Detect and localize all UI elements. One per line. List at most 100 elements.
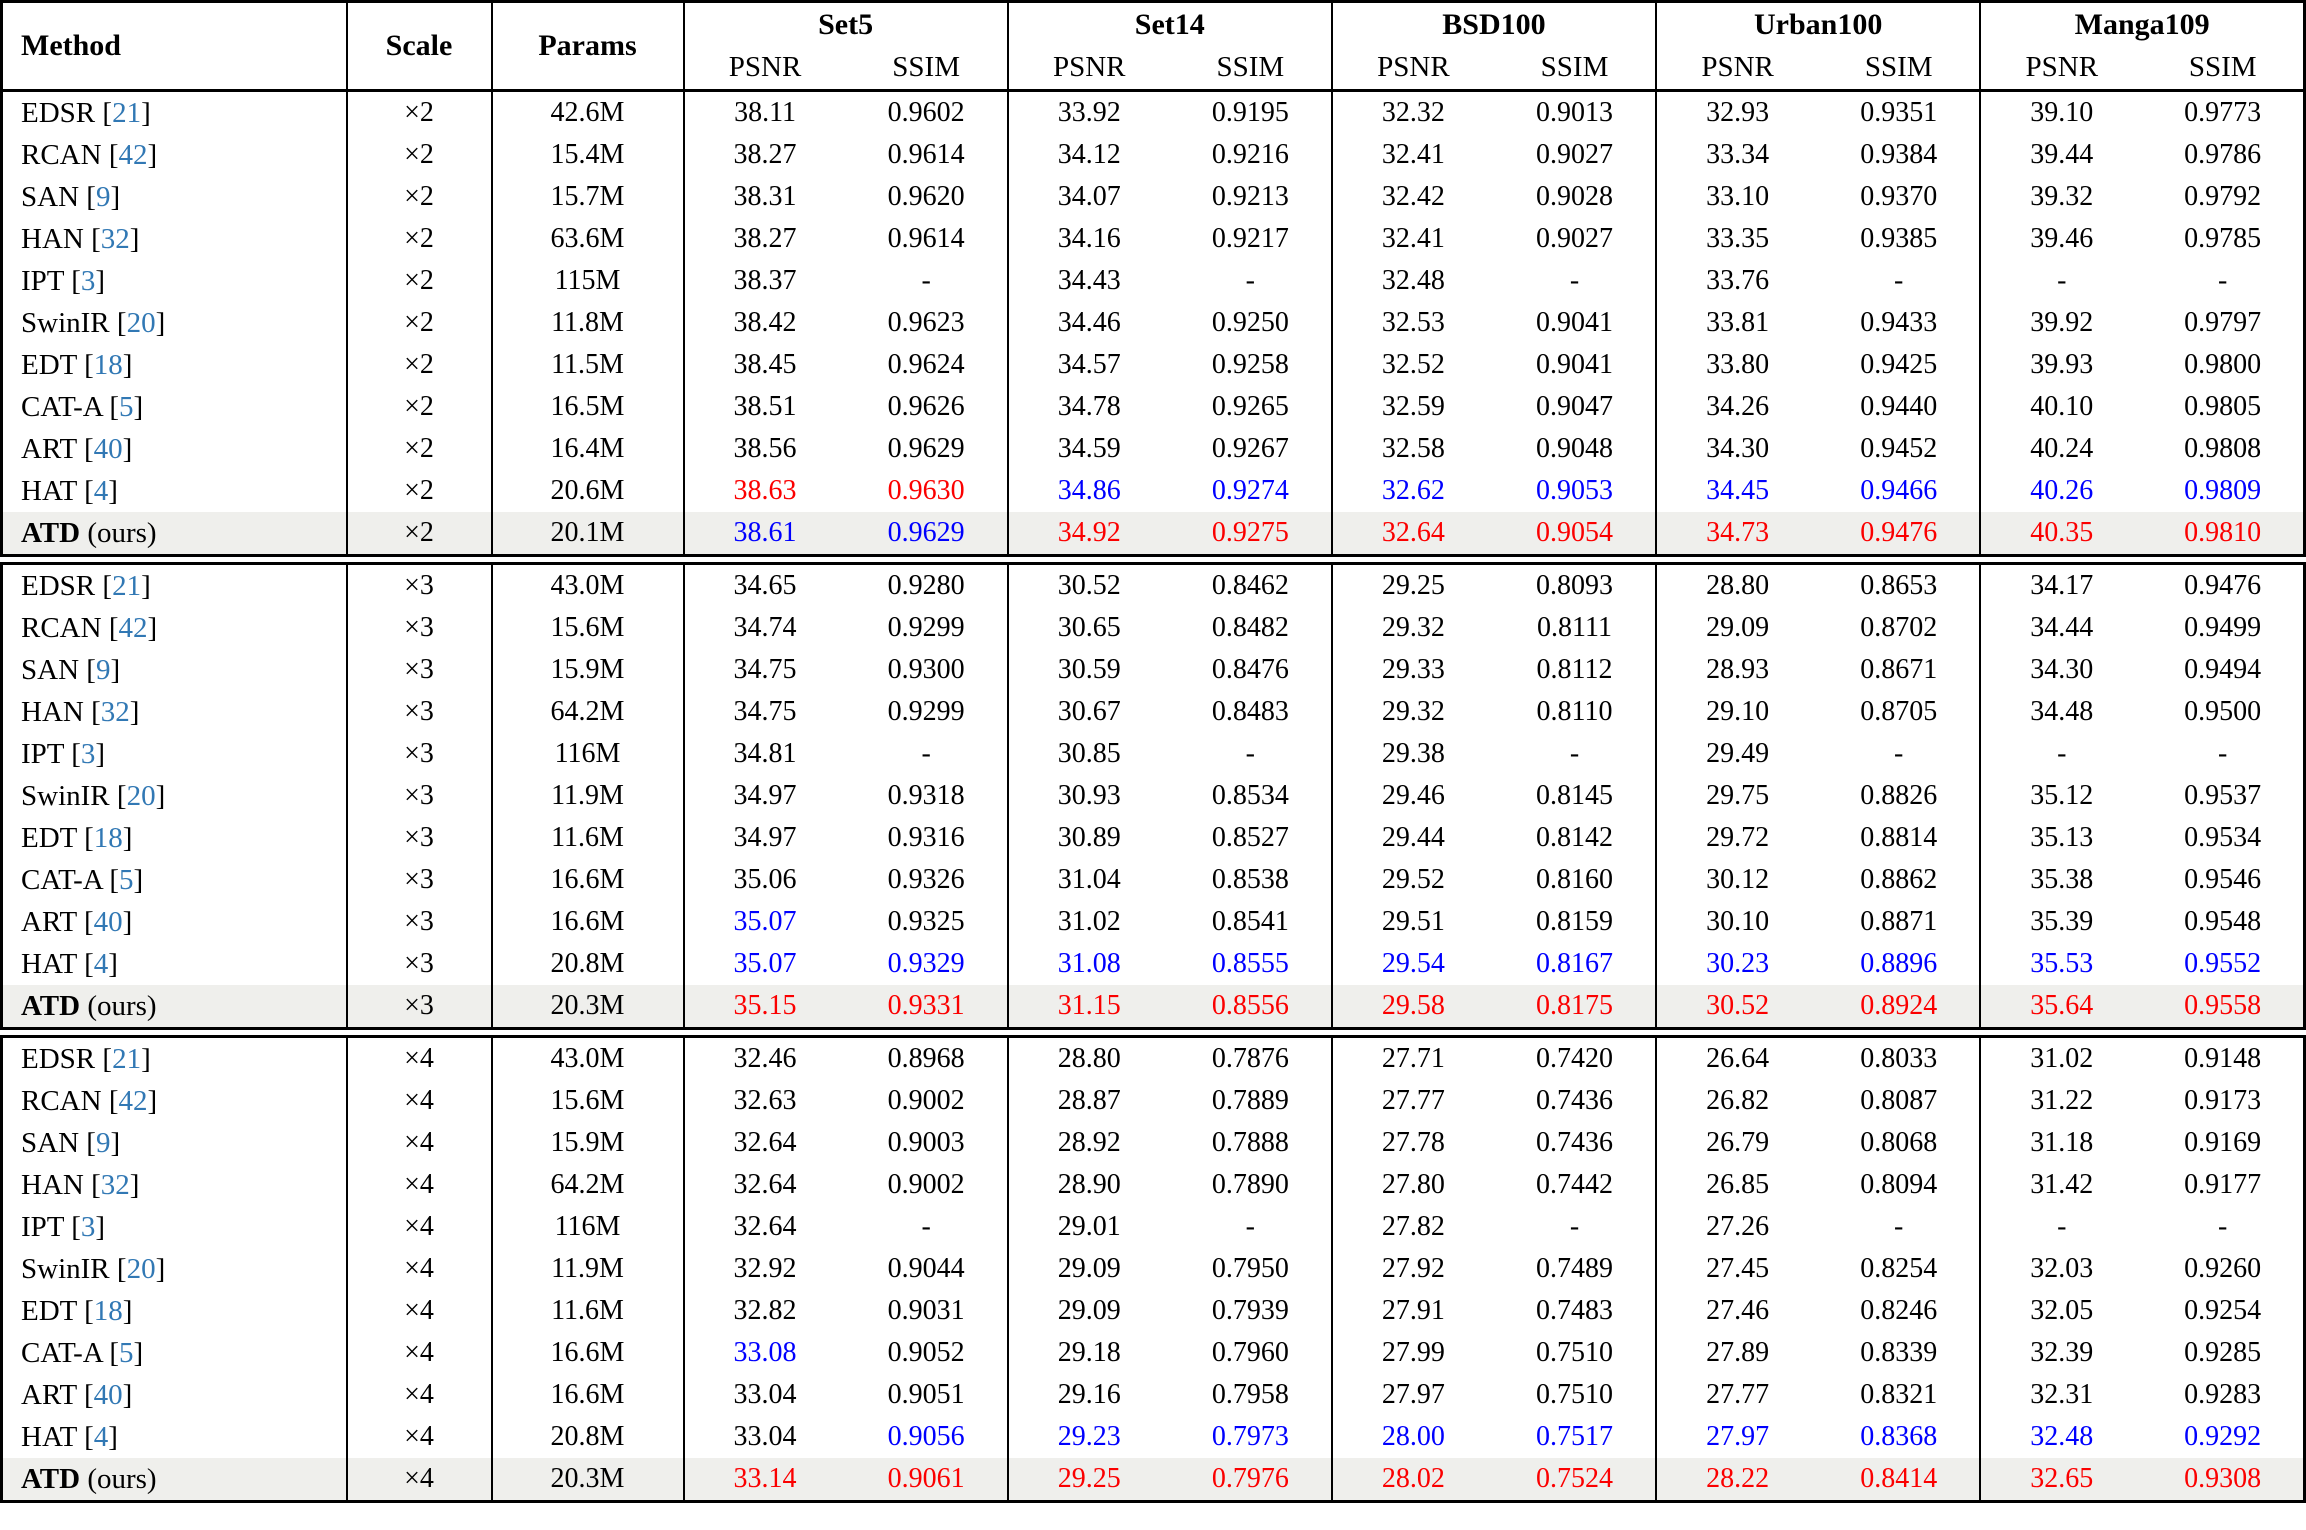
- method-name: RCAN: [21, 138, 102, 171]
- method-name: ART: [21, 432, 77, 465]
- ssim-value: 0.8538: [1169, 859, 1333, 901]
- citation-link[interactable]: 20: [126, 306, 156, 339]
- ssim-value: 0.9614: [845, 134, 1009, 176]
- params-cell: 20.6M: [491, 470, 685, 512]
- method-name: ATD: [21, 516, 81, 549]
- citation-link[interactable]: 3: [80, 1210, 96, 1243]
- method-name: HAN: [21, 695, 84, 728]
- ssim-value: 0.9031: [845, 1290, 1009, 1332]
- psnr-value: 34.45: [1706, 475, 1770, 506]
- psnr-value: 32.64: [733, 1169, 797, 1200]
- citation-link[interactable]: 18: [93, 821, 123, 854]
- psnr-value: 27.71: [1381, 1043, 1445, 1074]
- ssim-value: 0.9623: [845, 302, 1009, 344]
- scale-cell: ×3: [346, 859, 493, 901]
- citation-link[interactable]: 40: [93, 432, 123, 465]
- params-cell: 16.4M: [491, 428, 685, 470]
- citation-link[interactable]: 18: [93, 348, 123, 381]
- citation-link[interactable]: 5: [119, 390, 134, 423]
- ssim-value: 0.9258: [1169, 344, 1333, 386]
- psnr-value: 34.12: [1057, 139, 1121, 170]
- citation-link[interactable]: 20: [126, 779, 156, 812]
- ssim-value: 0.8702: [1818, 607, 1982, 649]
- citation-link[interactable]: 4: [93, 1420, 109, 1453]
- citation-link[interactable]: 40: [93, 1378, 123, 1411]
- ssim-value: 0.8033: [1818, 1036, 1982, 1080]
- citation-link[interactable]: 5: [119, 1336, 134, 1369]
- citation-link[interactable]: 42: [118, 1084, 148, 1117]
- ssim-value: -: [1818, 260, 1982, 302]
- citation-link[interactable]: 3: [80, 737, 96, 770]
- ssim-value: 0.8339: [1818, 1332, 1982, 1374]
- citation-link[interactable]: 9: [95, 653, 111, 686]
- citation-link[interactable]: 4: [93, 947, 109, 980]
- citation-link[interactable]: 21: [112, 96, 142, 129]
- psnr-value: 33.76: [1706, 265, 1770, 296]
- psnr-value: 32.46: [733, 1043, 797, 1074]
- method-name: CAT-A: [21, 863, 103, 896]
- citation-link[interactable]: 4: [93, 474, 109, 507]
- citation-link[interactable]: 9: [95, 1126, 111, 1159]
- psnr-value: 29.44: [1381, 822, 1445, 853]
- ssim-value: 0.7517: [1493, 1416, 1658, 1458]
- ssim-value: 0.9285: [2184, 1337, 2262, 1368]
- table-row: EDT [18] ×2 11.5M 38.45 0.9624 34.57 0.9258 32.…: [1, 344, 2305, 386]
- citation-link[interactable]: 32: [100, 1168, 130, 1201]
- citation-link[interactable]: 21: [112, 1042, 142, 1075]
- method-name: ART: [21, 905, 77, 938]
- psnr-value: 32.62: [1381, 475, 1445, 506]
- citation-link[interactable]: 5: [119, 863, 134, 896]
- citation-link[interactable]: 32: [100, 222, 130, 255]
- table-row: ART [40] ×2 16.4M 38.56 0.9629 34.59 0.9267 32.…: [1, 428, 2305, 470]
- psnr-value: 34.59: [1057, 433, 1121, 464]
- method-name: SwinIR: [21, 1252, 110, 1285]
- params-cell: 15.4M: [491, 134, 685, 176]
- scale-cell: ×2: [346, 218, 493, 260]
- col-header-ssim-urban100: SSIM: [1818, 46, 1982, 91]
- params-cell: 20.8M: [491, 943, 685, 985]
- col-header-ssim-set14: SSIM: [1169, 46, 1333, 91]
- psnr-value: 30.52: [1057, 570, 1121, 601]
- table-row: EDT [18] ×3 11.6M 34.97 0.9316 30.89 0.8527 29.…: [1, 817, 2305, 859]
- citation-link[interactable]: 18: [93, 1294, 123, 1327]
- citation-link[interactable]: 3: [80, 264, 96, 297]
- ssim-value: 0.8110: [1493, 691, 1658, 733]
- ssim-value: 0.9274: [1169, 470, 1333, 512]
- citation-link[interactable]: 9: [95, 180, 111, 213]
- col-header-psnr-set14: PSNR: [1052, 51, 1126, 83]
- scale-cell: ×4: [346, 1206, 493, 1248]
- citation-link[interactable]: 32: [100, 695, 130, 728]
- psnr-value: 28.90: [1057, 1169, 1121, 1200]
- ssim-value: 0.9292: [2184, 1421, 2262, 1452]
- psnr-value: 40.24: [2030, 433, 2094, 464]
- psnr-value: 29.25: [1381, 570, 1445, 601]
- psnr-value: 34.97: [733, 822, 797, 853]
- method-cell: SwinIR [20]: [1, 775, 348, 817]
- psnr-value: 34.44: [2030, 612, 2094, 643]
- ssim-value: 0.9041: [1493, 344, 1658, 386]
- ssim-value: 0.9044: [845, 1248, 1009, 1290]
- psnr-value: 29.23: [1057, 1421, 1121, 1452]
- method-name: SwinIR: [21, 779, 110, 812]
- method-name: IPT: [21, 1210, 64, 1243]
- ssim-value: 0.9452: [1818, 428, 1982, 470]
- citation-link[interactable]: 40: [93, 905, 123, 938]
- psnr-value: 31.02: [2030, 1043, 2094, 1074]
- table-row: IPT [3] ×4 116M 32.64 - 29.01 - 27.82 - 27.26 - - -: [1, 1206, 2305, 1248]
- ssim-value: 0.9308: [2184, 1463, 2262, 1494]
- psnr-value: 32.58: [1381, 433, 1445, 464]
- params-cell: 11.9M: [491, 1248, 685, 1290]
- table-row: EDSR [21] ×2 42.6M 38.11 0.9602 33.92 0.9195 32…: [1, 90, 2305, 134]
- citation-link[interactable]: 20: [126, 1252, 156, 1285]
- psnr-value: 34.07: [1057, 181, 1121, 212]
- ssim-value: 0.8167: [1493, 943, 1658, 985]
- citation-link[interactable]: 42: [118, 138, 148, 171]
- method-cell: HAN [32]: [1, 1164, 348, 1206]
- ssim-value: -: [2218, 1211, 2228, 1242]
- ssim-value: 0.7436: [1493, 1080, 1658, 1122]
- psnr-value: 38.11: [734, 97, 797, 128]
- citation-link[interactable]: 21: [112, 569, 142, 602]
- citation-link[interactable]: 42: [118, 611, 148, 644]
- ssim-value: 0.7442: [1493, 1164, 1658, 1206]
